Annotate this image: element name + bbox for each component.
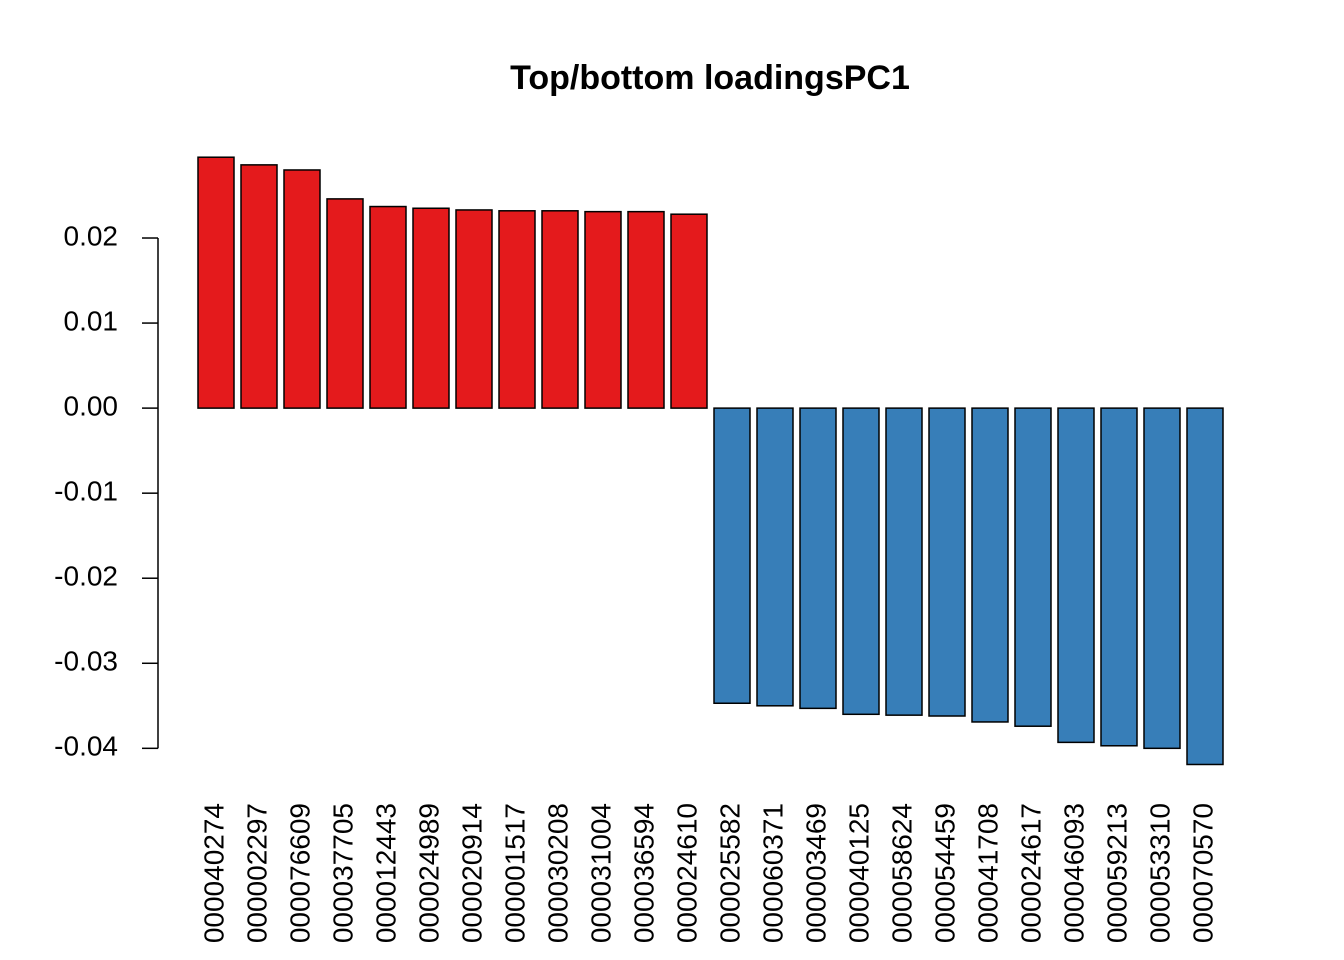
x-tick-label: 000070570 xyxy=(1187,803,1218,943)
bar xyxy=(713,407,751,704)
x-tick-label: 000024610 xyxy=(671,803,702,943)
x-tick-label: 000025582 xyxy=(714,803,745,943)
bar xyxy=(240,164,278,409)
x-tick-label: 000040125 xyxy=(843,803,874,943)
chart-title: Top/bottom loadingsPC1 xyxy=(510,59,910,97)
y-tick-label: -0.01 xyxy=(54,476,118,507)
bar xyxy=(756,407,794,707)
bar xyxy=(885,407,923,716)
bar xyxy=(498,210,536,409)
bar xyxy=(1057,407,1095,744)
y-tick-label: 0.01 xyxy=(64,305,119,336)
x-tick-label: 000002297 xyxy=(241,803,272,943)
bar xyxy=(283,169,321,409)
x-tick-label: 000060371 xyxy=(757,803,788,943)
bar xyxy=(1014,407,1052,727)
x-tick-label: 000059213 xyxy=(1101,803,1132,943)
bar xyxy=(842,407,880,716)
x-tick-label: 000020914 xyxy=(456,803,487,943)
x-tick-label: 000076609 xyxy=(284,803,315,943)
bar xyxy=(799,407,837,710)
x-tick-label: 000041708 xyxy=(972,803,1003,943)
bar xyxy=(369,205,407,409)
bar xyxy=(627,210,665,409)
bar xyxy=(412,207,450,409)
x-tick-label: 000054459 xyxy=(929,803,960,943)
x-tick-label: 000053310 xyxy=(1144,803,1175,943)
y-tick-label: -0.03 xyxy=(54,646,118,677)
y-tick-label: -0.02 xyxy=(54,561,118,592)
bar xyxy=(670,213,708,409)
bar xyxy=(584,210,622,409)
bar xyxy=(197,156,235,409)
y-tick-label: 0.00 xyxy=(64,391,119,422)
x-tick-label: 000036594 xyxy=(628,803,659,943)
x-tick-label: 000024617 xyxy=(1015,803,1046,943)
x-tick-label: 000040274 xyxy=(198,803,229,943)
x-tick-label: 000024989 xyxy=(413,803,444,943)
bar xyxy=(1100,407,1138,747)
x-tick-label: 000058624 xyxy=(886,803,917,943)
x-tick-label: 000030208 xyxy=(542,803,573,943)
x-tick-label: 000037705 xyxy=(327,803,358,943)
x-tick-label: 000012443 xyxy=(370,803,401,943)
bar xyxy=(455,209,493,409)
x-tick-label: 000046093 xyxy=(1058,803,1089,943)
bar xyxy=(971,407,1009,723)
bar xyxy=(541,210,579,409)
x-tick-label: 000031004 xyxy=(585,803,616,943)
bar xyxy=(1186,407,1224,766)
bar xyxy=(1143,407,1181,750)
bar xyxy=(326,198,364,409)
y-tick-label: 0.02 xyxy=(64,220,119,251)
x-tick-label: 000003469 xyxy=(800,803,831,943)
y-tick-label: -0.04 xyxy=(54,731,118,762)
x-tick-label: 000001517 xyxy=(499,803,530,943)
bar xyxy=(928,407,966,717)
